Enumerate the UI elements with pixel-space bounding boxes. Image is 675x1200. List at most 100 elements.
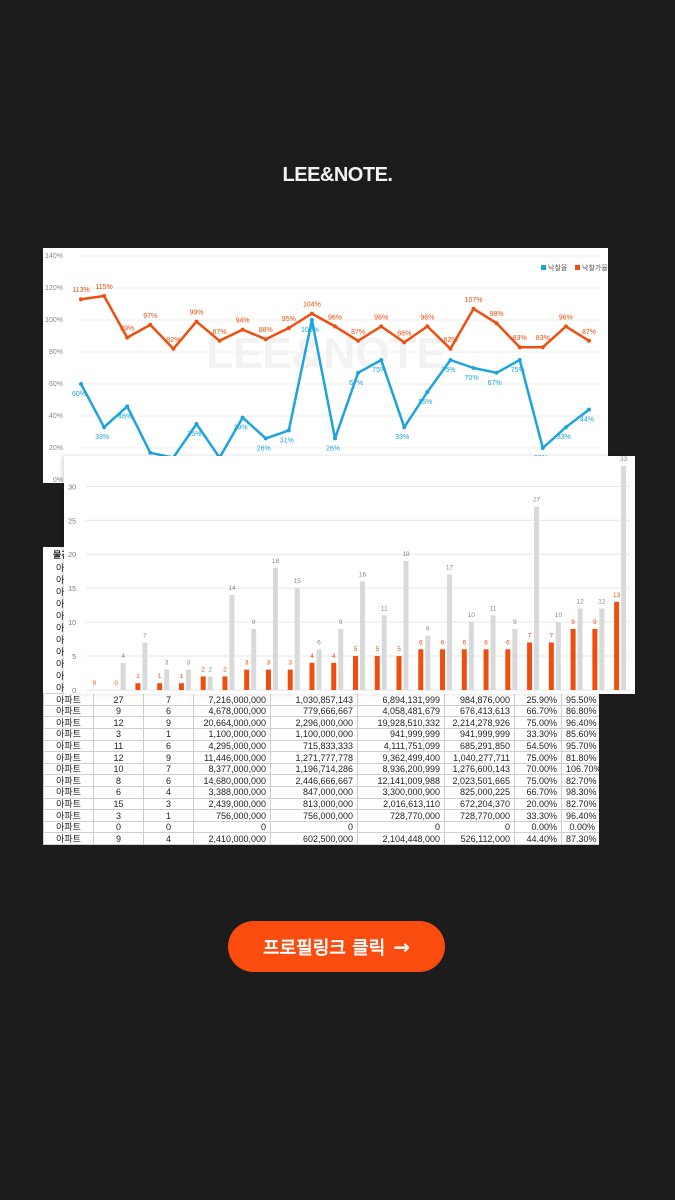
table-cell: 715,833,333 (270, 739, 358, 753)
table-cell: 아파트 (43, 739, 94, 753)
table-cell: 9 (93, 832, 144, 845)
table-cell: 9 (143, 716, 194, 730)
bar-gray (490, 615, 496, 690)
bar-label: 12 (598, 599, 606, 606)
y-tick-label: 20 (68, 552, 76, 559)
table-cell: 2,439,000,000 (193, 797, 271, 811)
data-label: 83% (536, 335, 550, 342)
data-label: 33% (95, 434, 109, 441)
data-point (471, 366, 476, 370)
bar-label: 11 (490, 605, 497, 612)
table-cell: 941,999,999 (357, 728, 445, 741)
bar-label: 5 (375, 646, 379, 653)
bar-orange (548, 642, 554, 690)
table-cell: 3 (93, 728, 144, 741)
bar-label: 6 (506, 639, 510, 646)
table-cell: 66.70% (514, 786, 562, 799)
data-label: 98% (490, 311, 504, 318)
table-cell: 81.80% (561, 751, 599, 764)
table-row: 아파트 3 1 756,000,000 756,000,000 728,770,000 72… (43, 809, 599, 822)
bar-gray (534, 506, 540, 690)
hidden-row-stub: 아 (56, 599, 65, 609)
bar-label: 6 (317, 639, 321, 646)
bar-gray (468, 622, 474, 690)
data-label: 67% (349, 380, 363, 387)
table-cell: 2,296,000,000 (270, 716, 358, 730)
table-cell: 11 (93, 739, 144, 753)
table-cell: 2,023,501,665 (444, 774, 515, 788)
profile-link-label: 프로필링크 클릭 (263, 937, 386, 959)
table-cell: 아파트 (43, 693, 94, 706)
bar-orange (331, 662, 337, 690)
table-cell: 27 (93, 693, 144, 706)
data-label: 26% (257, 445, 271, 452)
table-cell: 98.30% (561, 786, 599, 799)
table-cell: 779,666,667 (270, 704, 358, 718)
table-row: 아파트 9 6 4,678,000,000 779,666,667 4,058,481,6… (43, 704, 599, 718)
data-label: 96% (328, 314, 342, 321)
bar-gray (599, 608, 605, 690)
table-cell: 15 (93, 797, 144, 811)
data-label: 107% (465, 297, 483, 304)
table-cell: 728,770,000 (357, 809, 445, 822)
bar-gray (316, 649, 322, 690)
table-row: 아파트 6 4 3,388,000,000 847,000,000 3,300,000,9… (43, 786, 599, 799)
hidden-row-stub: 아 (56, 659, 65, 669)
table-cell: 0 (444, 820, 515, 834)
data-label: 60% (72, 391, 86, 398)
table-cell: 2,410,000,000 (193, 832, 271, 845)
data-label: 31% (280, 437, 294, 444)
table-cell: 54.50% (514, 739, 562, 753)
bar-orange (614, 601, 620, 690)
y-tick-label: 0% (53, 477, 63, 483)
profile-link-button[interactable]: 프로필링크 클릭 → (228, 921, 445, 972)
data-label: 55% (418, 399, 432, 406)
y-tick-label: 15 (68, 586, 76, 593)
legend-label: 낙찰율 (548, 263, 568, 272)
table-cell: 14,680,000,000 (193, 774, 271, 788)
bar-orange (222, 676, 228, 690)
bar-label: 4 (332, 653, 336, 660)
table-cell: 1 (143, 728, 194, 741)
y-tick-label: 100% (45, 317, 63, 324)
data-point (540, 345, 545, 350)
table-cell: 1,040,277,711 (444, 751, 515, 764)
data-point (448, 346, 453, 351)
arrow-right-icon: → (393, 934, 410, 959)
table-cell: 아파트 (43, 704, 94, 718)
bar-orange (309, 662, 315, 690)
data-point (494, 321, 499, 326)
data-label: 75% (372, 367, 386, 374)
bar-label: 2 (223, 666, 227, 673)
table-cell: 96.40% (561, 809, 599, 822)
bar-label: 4 (121, 653, 125, 660)
table-cell: 1,196,714,286 (270, 762, 358, 776)
table-cell: 6 (143, 739, 194, 753)
data-point (587, 407, 591, 412)
table-cell: 813,000,000 (270, 797, 358, 811)
table-cell: 526,112,000 (444, 832, 515, 845)
bar-label: 6 (419, 639, 423, 646)
data-point (171, 346, 176, 351)
line-chart-card: 0% 20% 40% 60% 80% 100% 120% 140% LEE&NOTE 낙찰율 낙찰가… (43, 248, 608, 483)
data-label: 44% (580, 417, 594, 424)
table-cell: 아파트 (43, 728, 94, 741)
bar-gray (251, 628, 257, 690)
table-cell: 1,271,777,778 (270, 751, 358, 764)
table-cell: 1,100,000,000 (270, 728, 358, 741)
bar-label: 9 (571, 619, 575, 626)
y-tick-label: 25 (68, 518, 76, 525)
bar-label: 13 (613, 592, 621, 599)
data-label: 87% (582, 329, 596, 336)
table-cell: 984,876,000 (444, 693, 515, 706)
hidden-row-stub: 아 (56, 683, 65, 693)
bar-label: 2 (201, 666, 205, 673)
hidden-row-stub: 아 (56, 611, 65, 621)
table-cell: 12 (93, 751, 144, 764)
table-cell: 3 (93, 809, 144, 822)
table-cell: 11,446,000,000 (193, 751, 271, 764)
table-cell: 8 (93, 774, 144, 788)
table-cell: 106.70% (561, 762, 599, 776)
data-point (517, 358, 522, 362)
